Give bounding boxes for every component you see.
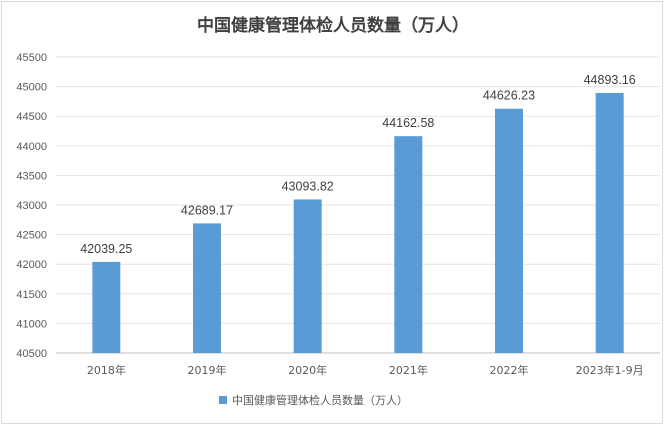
data-label: 42689.17	[181, 203, 233, 217]
y-tick-label: 42000	[16, 259, 47, 271]
y-tick-label: 44000	[16, 141, 47, 153]
y-tick-label: 45000	[16, 82, 47, 94]
data-labels: 42039.25 42689.17 43093.82 44162.58 44626.23…	[80, 73, 636, 256]
bar	[595, 92, 624, 353]
bar	[293, 199, 322, 353]
legend-swatch	[219, 396, 227, 404]
x-category-label: 2020年	[288, 363, 327, 377]
y-tick-label: 41500	[16, 289, 47, 301]
data-label: 44626.23	[483, 89, 535, 103]
x-axis-categories: 2018年 2019年 2020年 2021年 2022年 2023年1-9月	[87, 363, 644, 377]
y-tick-label: 45500	[16, 52, 47, 64]
y-tick-label: 40500	[16, 348, 47, 360]
data-label: 44893.16	[584, 73, 636, 87]
data-label: 43093.82	[282, 179, 334, 193]
x-category-label: 2023年1-9月	[576, 363, 644, 377]
chart-title: 中国健康管理体检人员数量（万人）	[197, 15, 469, 36]
bar	[92, 261, 121, 353]
bar	[193, 223, 221, 353]
bar	[495, 108, 523, 354]
data-label: 44162.58	[382, 116, 434, 130]
x-category-label: 2019年	[188, 363, 227, 377]
x-category-label: 2018年	[87, 363, 126, 377]
y-tick-label: 42500	[16, 230, 47, 242]
x-category-label: 2021年	[389, 363, 428, 377]
data-label: 42039.25	[80, 242, 132, 256]
x-category-label: 2022年	[490, 363, 529, 377]
bars	[92, 92, 624, 354]
legend-label: 中国健康管理体检人员数量（万人）	[232, 393, 408, 407]
y-tick-label: 41000	[16, 318, 47, 330]
y-tick-label: 43500	[16, 170, 47, 182]
y-axis-ticks: 40500 41000 41500 42000 42500 43000 43500 44000…	[16, 52, 47, 360]
gridlines	[56, 56, 660, 354]
bar	[394, 136, 423, 353]
y-tick-label: 44500	[16, 111, 47, 123]
y-tick-label: 43000	[16, 200, 47, 212]
legend: 中国健康管理体检人员数量（万人）	[219, 393, 408, 407]
